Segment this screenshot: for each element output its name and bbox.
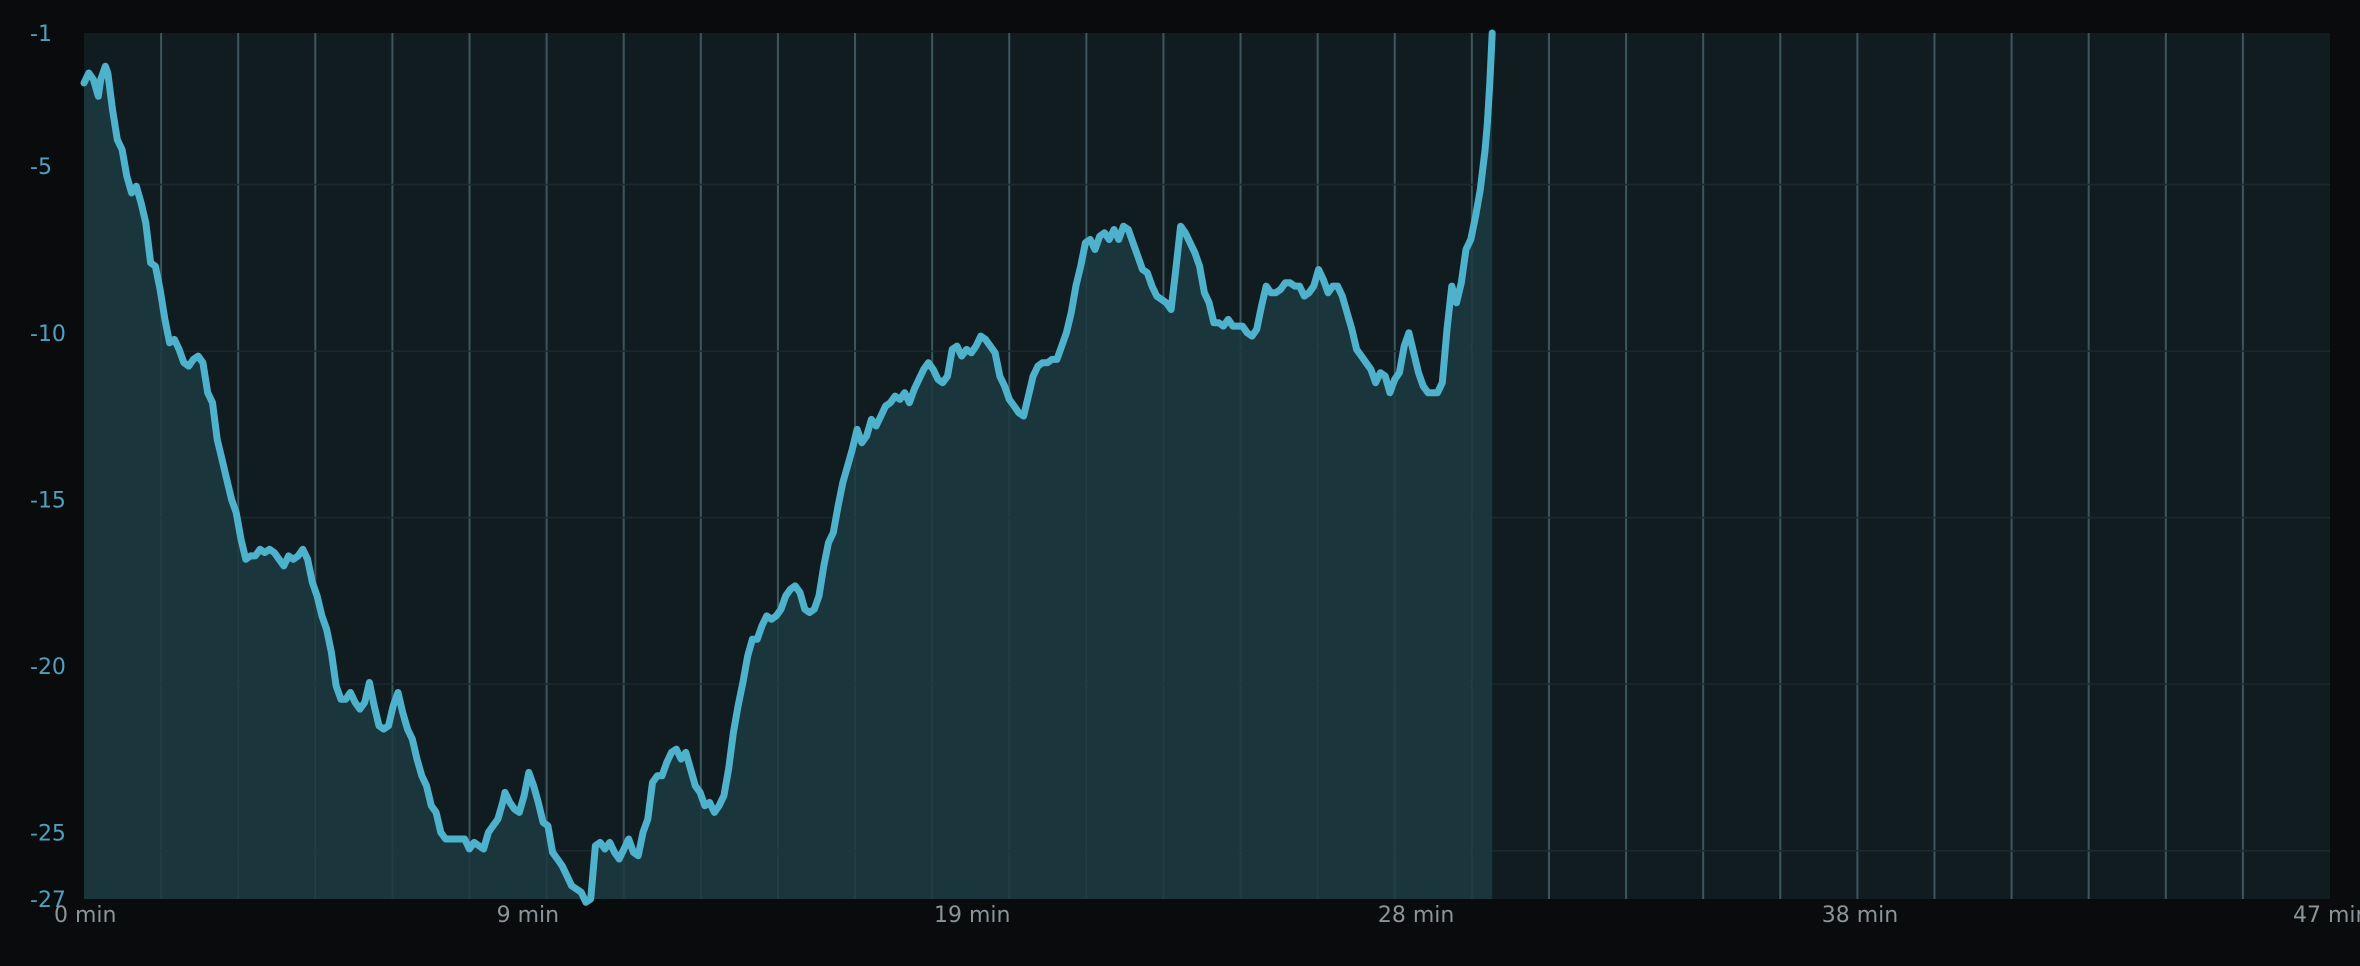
x-tick-label: 28 min: [1378, 903, 1454, 928]
y-axis-ticks: -1 -5 -10 -15 -20 -25 -27: [30, 22, 66, 913]
y-tick-label: -15: [30, 488, 66, 513]
y-tick-label: -10: [30, 322, 66, 347]
y-tick-label: -25: [30, 821, 66, 846]
area-fill: [84, 33, 1493, 903]
y-tick-label: -20: [30, 655, 66, 680]
x-axis-ticks: 0 min 9 min 19 min 28 min 38 min 47 min: [54, 903, 2360, 928]
x-tick-label: 47 min: [2293, 903, 2360, 928]
x-tick-label: 0 min: [54, 903, 116, 928]
series-line: [80, 29, 1496, 906]
y-tick-label: -1: [30, 22, 52, 47]
x-tick-label: 38 min: [1822, 903, 1898, 928]
x-tick-label: 9 min: [497, 903, 559, 928]
x-tick-label: 19 min: [934, 903, 1010, 928]
y-tick-label: -27: [30, 888, 66, 913]
y-tick-label: -5: [30, 155, 52, 180]
